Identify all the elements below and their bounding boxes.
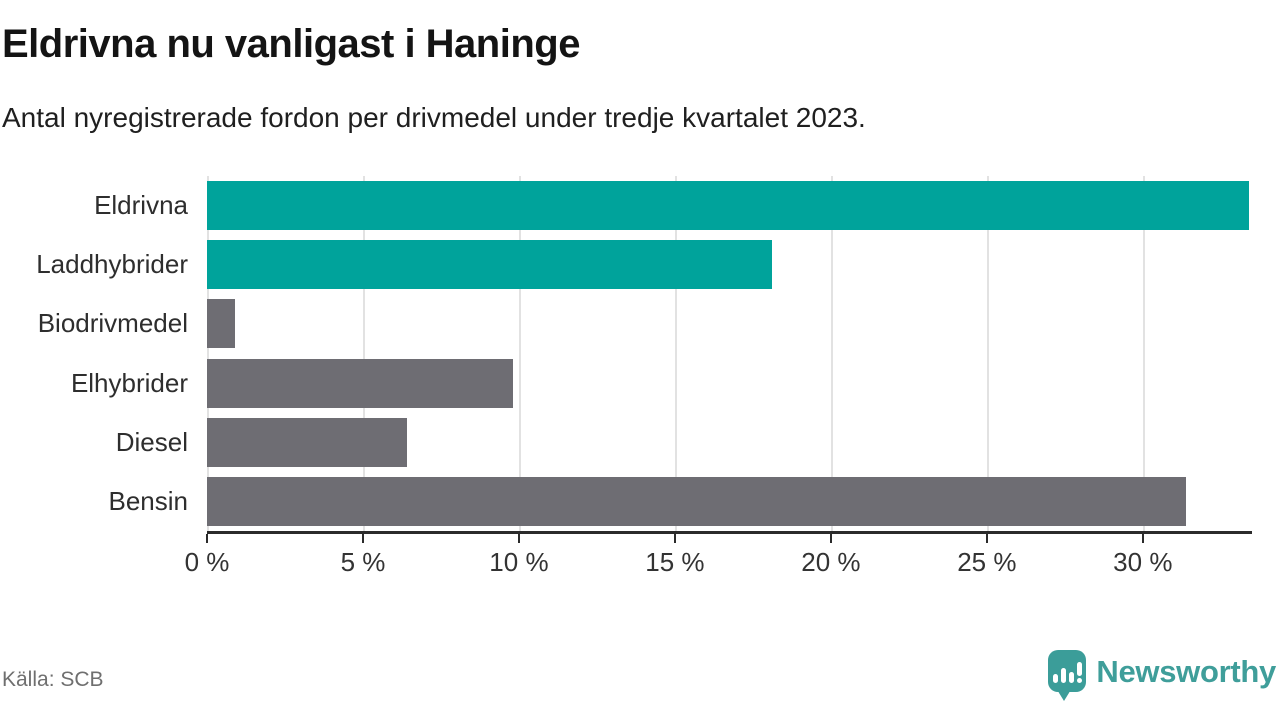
gridline-0 (207, 176, 209, 531)
gridline-15 (674, 176, 677, 531)
category-label-eldrivna: Eldrivna (94, 190, 188, 221)
brand-name: Newsworthy (1096, 654, 1276, 689)
bar-track (207, 240, 1252, 290)
x-tick-20 (829, 534, 832, 543)
bar-row: Bensin (0, 472, 1252, 531)
bar-track (207, 181, 1252, 231)
gridline-10 (518, 176, 521, 531)
chart-title: Eldrivna nu vanligast i Haninge (2, 22, 580, 66)
bar-glyph-2 (1060, 668, 1066, 683)
bar-track (207, 476, 1252, 526)
x-tick-30 (1141, 534, 1144, 543)
category-label-bensin: Bensin (108, 485, 189, 516)
bar-biodrivmedel (207, 299, 236, 349)
bar-row: Diesel (0, 413, 1252, 472)
x-tick-label-30: 30 % (1113, 547, 1173, 577)
bar-diesel (207, 417, 407, 467)
bar-eldrivna (207, 181, 1249, 231)
bar-row: Eldrivna (0, 176, 1252, 235)
bar-laddhybrider (207, 240, 772, 290)
bar-row: Elhybrider (0, 354, 1252, 413)
gridline-25 (986, 176, 989, 531)
plot-area (207, 176, 1252, 531)
exclamation-glyph (1076, 662, 1082, 683)
x-tick-15 (673, 534, 676, 543)
newsworthy-icon (1048, 650, 1087, 701)
speech-bubble-shape (1048, 650, 1087, 692)
newsworthy-logo: Newsworthy (1048, 650, 1276, 701)
bar-track (207, 358, 1252, 408)
x-tick-label-5: 5 % (340, 547, 386, 577)
bar-glyph-1 (1052, 674, 1058, 683)
x-tick-label-10: 10 % (489, 547, 549, 577)
x-axis-line (207, 531, 1252, 534)
x-tick-10 (517, 534, 520, 543)
x-tick-25 (985, 534, 988, 543)
bar-track (207, 417, 1252, 467)
x-tick-5 (361, 534, 364, 543)
x-tick-label-25: 25 % (957, 547, 1017, 577)
bar-chart: Eldrivna Laddhybrider Biodrivmedel Elhybrid… (0, 176, 1252, 531)
bar-row: Laddhybrider (0, 235, 1252, 294)
chart-subtitle: Antal nyregistrerade fordon per drivmede… (2, 102, 866, 133)
speech-bubble-tail (1056, 688, 1073, 701)
bar-row: Biodrivmedel (0, 294, 1252, 353)
source-note: Källa: SCB (2, 668, 104, 691)
bar-rows: Eldrivna Laddhybrider Biodrivmedel Elhybrid… (0, 176, 1252, 531)
bar-glyph-3 (1068, 672, 1074, 683)
category-label-biodrivmedel: Biodrivmedel (37, 308, 188, 339)
gridline-5 (362, 176, 365, 531)
gridline-30 (1142, 176, 1145, 531)
bar-elhybrider (207, 358, 513, 408)
bar-bensin (207, 476, 1187, 526)
category-label-diesel: Diesel (115, 426, 188, 457)
gridline-20 (830, 176, 833, 531)
x-tick-0 (206, 534, 208, 543)
category-label-laddhybrider: Laddhybrider (36, 249, 188, 280)
category-label-elhybrider: Elhybrider (70, 367, 188, 398)
bar-track (207, 299, 1252, 349)
x-tick-label-20: 20 % (801, 547, 861, 577)
x-tick-label-15: 15 % (645, 547, 705, 577)
x-tick-label-0: 0 % (184, 547, 230, 577)
